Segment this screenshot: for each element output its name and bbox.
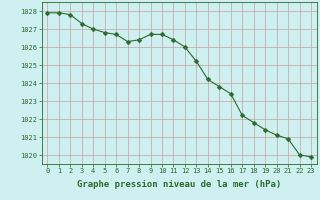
X-axis label: Graphe pression niveau de la mer (hPa): Graphe pression niveau de la mer (hPa) <box>77 180 281 189</box>
